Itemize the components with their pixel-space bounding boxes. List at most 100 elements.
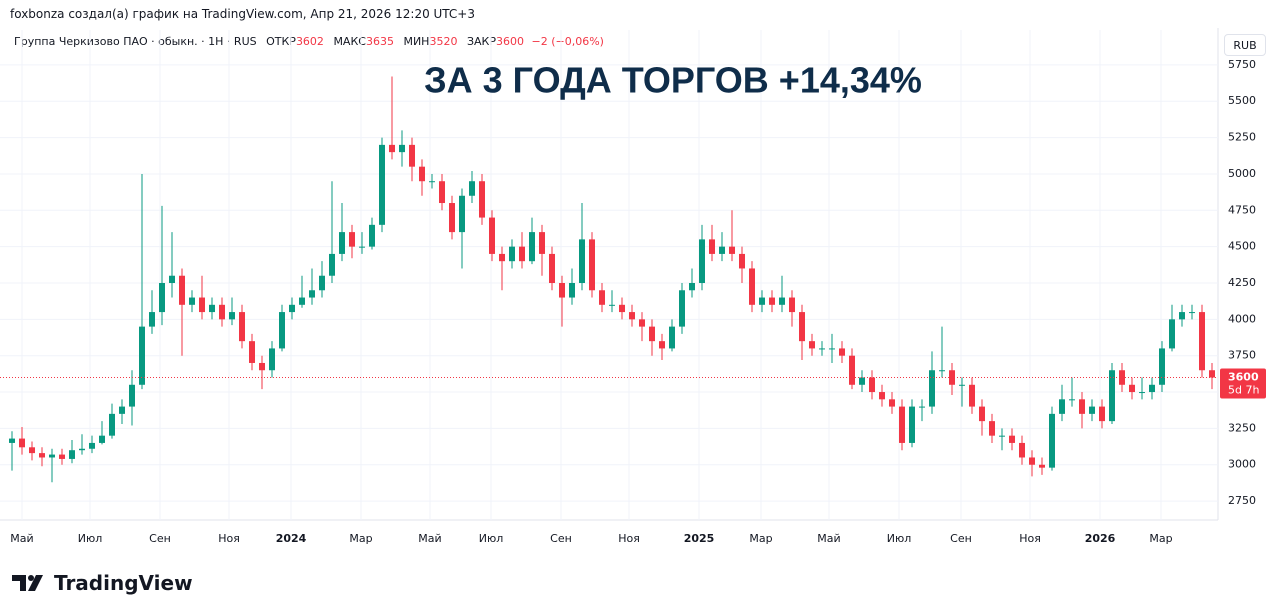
candle-body <box>709 239 715 254</box>
candle-body <box>9 438 15 443</box>
candle-body <box>729 246 735 254</box>
candle-body <box>529 232 535 262</box>
x-tick-label: Сен <box>149 532 171 545</box>
logo-text: TradingView <box>54 571 193 595</box>
y-tick-label: 2750 <box>1228 494 1256 507</box>
y-tick-label: 5750 <box>1228 58 1256 71</box>
candle-body <box>919 406 925 408</box>
candle-body <box>1199 312 1205 371</box>
candle-body <box>419 166 425 182</box>
candle-body <box>939 370 945 372</box>
candle-body <box>1049 413 1055 468</box>
candle-body <box>399 144 405 153</box>
candle-body <box>289 304 295 313</box>
x-tick-label: Май <box>10 532 33 545</box>
candle-body <box>369 224 375 247</box>
candle-body <box>889 399 895 407</box>
x-tick-label: Ноя <box>1019 532 1041 545</box>
x-tick-label: Сен <box>950 532 972 545</box>
candle-body <box>49 454 55 458</box>
candle-body <box>559 282 565 298</box>
candle-body <box>1179 312 1185 320</box>
open-value: 3602 <box>295 35 324 48</box>
candle-body <box>1139 392 1145 394</box>
candle-body <box>879 392 885 400</box>
candle-body <box>649 326 655 342</box>
candle-body <box>629 312 635 320</box>
low-value: 3520 <box>429 35 458 48</box>
candle-body <box>759 297 765 305</box>
logo-icon <box>12 575 43 591</box>
candle-body <box>1159 348 1165 385</box>
low-label: МИН <box>403 35 430 48</box>
candle-body <box>749 268 755 305</box>
candle-body <box>639 319 645 327</box>
candle-body <box>869 377 875 393</box>
y-tick-label: 4750 <box>1228 203 1256 216</box>
y-tick-label: 4250 <box>1228 276 1256 289</box>
candle-body <box>1089 406 1095 414</box>
candle-body <box>59 454 65 459</box>
y-tick-label: 3000 <box>1228 458 1256 471</box>
candle-body <box>1069 399 1075 401</box>
x-tick-label: Июл <box>479 532 504 545</box>
x-tick-label: Май <box>418 532 441 545</box>
candle-body <box>309 290 315 298</box>
close-value: 3600 <box>495 35 524 48</box>
candle-body <box>739 253 745 269</box>
candle-body <box>109 413 115 436</box>
candle-body <box>499 253 505 262</box>
candle-body <box>579 239 585 283</box>
candle-body <box>459 195 465 233</box>
currency-button[interactable]: RUB <box>1224 34 1266 56</box>
candle-body <box>479 181 485 218</box>
candle-body <box>959 384 965 386</box>
y-tick-label: 5500 <box>1228 94 1256 107</box>
candle-body <box>1029 457 1035 465</box>
y-tick-label: 4500 <box>1228 240 1256 253</box>
x-tick-label: Июл <box>887 532 912 545</box>
x-tick-label: 2026 <box>1085 532 1116 545</box>
candle-body <box>969 384 975 407</box>
candle-body <box>619 304 625 313</box>
candle-body <box>769 297 775 305</box>
candle-body <box>1009 435 1015 443</box>
change: −2 (−0,06%) <box>531 35 604 48</box>
candle-body <box>809 341 815 349</box>
candle-body <box>1079 399 1085 414</box>
x-tick-label: Мар <box>749 532 772 545</box>
x-tick-label: Сен <box>550 532 572 545</box>
legend: Группа Черкизово ПАО · обыкн. · 1Н · RUS… <box>14 35 604 48</box>
candle-body <box>1149 384 1155 393</box>
candle-body <box>439 181 445 204</box>
candle-body <box>209 304 215 313</box>
candle-body <box>29 447 35 454</box>
candle-body <box>859 377 865 385</box>
chart-title: ЗА 3 ГОДА ТОРГОВ +14,34% <box>424 60 922 101</box>
candle-body <box>19 438 25 448</box>
candle-body <box>589 239 595 291</box>
candle-body <box>89 442 95 449</box>
candle-body <box>389 144 395 153</box>
candle-body <box>609 304 615 306</box>
candle-body <box>819 348 825 350</box>
candle-body <box>669 326 675 349</box>
countdown-label: 5d 7h <box>1228 384 1259 397</box>
candle-body <box>219 304 225 320</box>
candle-body <box>489 217 495 254</box>
high-value: 3635 <box>365 35 394 48</box>
close-label: ЗАКР <box>466 35 496 48</box>
candle-body <box>69 450 75 459</box>
candle-body <box>1109 370 1115 422</box>
open-label: ОТКР <box>266 35 296 48</box>
candle-body <box>449 203 455 233</box>
candle-body <box>539 232 545 254</box>
x-tick-label: Мар <box>1149 532 1172 545</box>
candle-body <box>719 246 725 254</box>
candle-body <box>829 348 835 350</box>
x-tick-label: 2024 <box>276 532 307 545</box>
candle-body <box>549 253 555 283</box>
high-label: МАКС <box>333 35 366 48</box>
candle-body <box>1099 406 1105 422</box>
candle-body <box>659 341 665 349</box>
